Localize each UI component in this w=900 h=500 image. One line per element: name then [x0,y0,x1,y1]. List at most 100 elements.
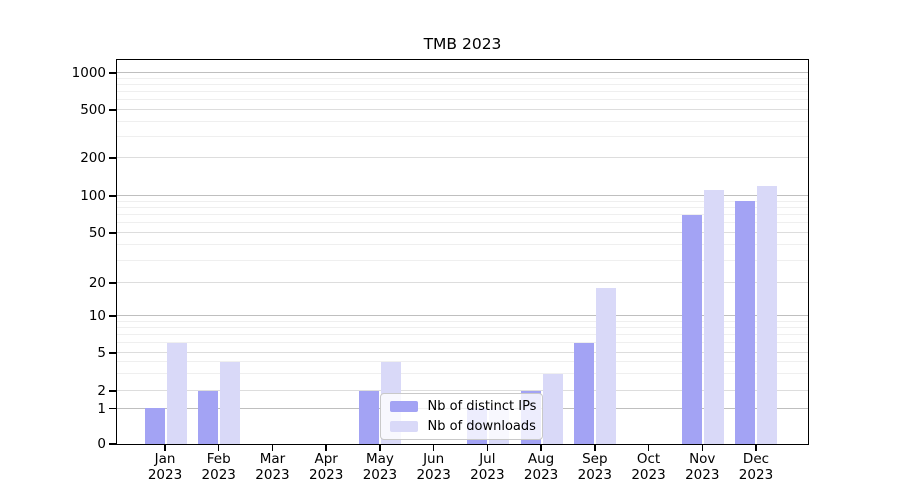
bar-downloads [596,287,617,444]
gridline-minor [116,77,808,79]
legend-entry-downloads: Nb of downloads [389,418,536,434]
x-axis-tick-label: Jun 2023 [402,451,466,483]
plot-area: Nb of distinct IPs Nb of downloads [115,58,809,445]
gridline-major [116,109,808,110]
x-label-year: 2023 [577,466,612,483]
gridline-minor [116,206,808,208]
x-label-year: 2023 [308,466,344,483]
x-axis-tick [647,445,650,451]
x-label-month: Aug [527,451,555,467]
bar-distinct-ips [735,201,756,444]
x-label-month: Jan [154,451,176,467]
gridline-major [116,195,808,196]
x-label-month: Dec [742,451,770,467]
y-axis-tick-label: 50 [88,225,106,241]
x-label-month: Jul [479,451,496,467]
x-label-year: 2023 [147,466,183,483]
bar-downloads [703,190,724,444]
gridline-major [116,390,808,391]
gridline-major [116,282,808,283]
x-axis-tick [594,445,596,451]
x-axis-tick [325,445,327,451]
y-axis-tick-label: 20 [88,275,106,291]
legend-label-downloads: Nb of downloads [427,418,536,434]
gridline-minor [116,373,808,375]
gridline-minor [116,244,808,246]
y-axis-tick [109,443,117,445]
x-axis-tick [218,445,220,451]
legend-swatch-downloads [389,420,418,432]
x-label-month: Nov [689,451,716,467]
x-label-year: 2023 [523,466,559,483]
y-axis-tick [109,282,117,284]
x-axis-tick [755,445,757,451]
x-axis-tick [379,445,381,451]
x-label-month: Oct [636,451,661,467]
gridline-minor [116,200,808,202]
y-axis-tick-label: 2 [97,383,106,399]
bar-distinct-ips [198,390,219,444]
x-axis-tick-label: Aug 2023 [509,451,573,483]
y-axis-tick [109,72,117,74]
y-axis-tick [109,109,117,111]
x-label-year: 2023 [362,466,398,483]
bar-distinct-ips [144,408,165,444]
x-axis-tick-label: Dec 2023 [724,451,788,483]
x-axis-tick-label: May 2023 [348,451,412,483]
gridline-major [116,352,808,353]
x-label-month: Apr [314,451,338,467]
y-axis-tick [109,352,117,354]
x-axis-tick-label: Oct 2023 [617,451,681,483]
bar-distinct-ips [681,214,702,444]
gridline-minor [116,342,808,344]
bar-downloads [220,361,241,444]
bar-downloads [542,373,563,444]
y-axis-tick-label: 5 [97,345,106,361]
x-axis-tick [701,445,703,451]
x-label-year: 2023 [255,466,290,483]
y-axis-tick-label: 10 [88,308,106,324]
x-axis-tick-label: Nov 2023 [670,451,734,483]
gridline-minor [116,222,808,224]
y-axis-tick [109,315,117,317]
gridline-major [116,157,808,158]
y-axis-tick [109,390,117,392]
x-axis-tick-label: Mar 2023 [240,451,304,483]
gridline-minor [116,259,808,261]
x-axis-tick-label: Feb 2023 [187,451,251,483]
gridline-minor [116,99,808,101]
y-axis-tick-label: 200 [80,150,106,166]
y-axis-tick-label: 1 [97,400,106,417]
y-axis-tick [109,157,117,159]
x-axis-tick-label: Jul 2023 [455,451,519,483]
x-label-month: Jun [423,451,445,467]
gridline-major [116,232,808,233]
bar-distinct-ips [359,390,380,444]
gridline-major [116,72,808,73]
chart-title: TMB 2023 [423,35,502,53]
gridline-minor [116,320,808,322]
y-axis-tick-label: 500 [80,102,106,118]
x-label-year: 2023 [685,466,720,483]
y-axis-tick-label: 0 [97,436,106,452]
gridline-minor [116,120,808,122]
gridline-minor [116,91,808,93]
x-axis-tick-label: Sep 2023 [563,451,627,483]
legend: Nb of distinct IPs Nb of downloads [379,392,543,440]
x-label-year: 2023 [631,466,666,483]
x-label-year: 2023 [738,466,774,483]
x-axis-tick [164,445,166,451]
x-label-month: Mar [259,451,286,467]
x-axis-tick-label: Apr 2023 [294,451,358,483]
gridline-minor [116,214,808,216]
x-label-month: Feb [206,451,231,467]
x-label-year: 2023 [470,466,505,483]
x-axis-tick-label: Jan 2023 [133,451,197,483]
x-axis-tick [271,445,274,451]
bar-downloads [757,185,778,444]
y-axis-tick-label: 100 [80,188,106,204]
legend-label-distinct-ips: Nb of distinct IPs [427,398,537,414]
x-label-year: 2023 [416,466,451,483]
gridline-major [116,315,808,316]
